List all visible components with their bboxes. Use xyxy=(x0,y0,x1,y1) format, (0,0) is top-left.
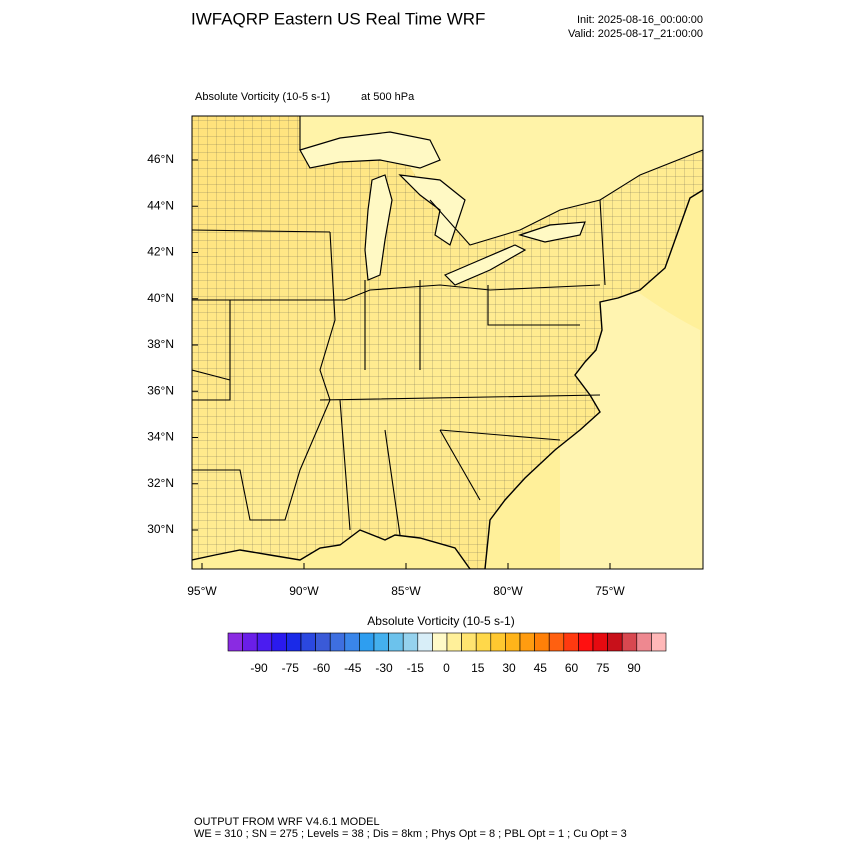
colorbar-box xyxy=(446,632,462,652)
colorbar-label: 60 xyxy=(565,661,579,675)
footer-line: OUTPUT FROM WRF V4.6.1 MODEL xyxy=(194,816,380,828)
colorbar-box xyxy=(432,632,448,652)
colorbar-label: -75 xyxy=(282,661,300,675)
colorbar-box xyxy=(519,632,535,652)
lat-labels: 46°N 44°N 42°N 40°N 38°N 36°N 34°N 32°N 30°N xyxy=(147,152,198,536)
coastline xyxy=(484,189,703,569)
lake-superior xyxy=(299,131,441,169)
colorbar-label: -45 xyxy=(344,661,362,675)
colorbar-label: 90 xyxy=(627,661,641,675)
lat-label: 32°N xyxy=(147,476,174,490)
colorbar-box xyxy=(534,632,550,652)
colorbar-label: 15 xyxy=(471,661,485,675)
colorbar-label: 45 xyxy=(534,661,548,675)
colorbar-box xyxy=(621,632,638,652)
lon-label: 95°W xyxy=(187,584,217,598)
lat-label: 38°N xyxy=(147,337,174,351)
colorbar-box xyxy=(373,632,389,652)
lake-michigan xyxy=(364,174,393,281)
colorbar-box xyxy=(300,632,316,652)
field-level: at 500 hPa xyxy=(361,91,415,103)
colorbar-box xyxy=(490,632,506,652)
lat-label: 36°N xyxy=(147,383,174,397)
lon-label: 80°W xyxy=(493,584,523,598)
colorbar-title: Absolute Vorticity (10-5 s-1) xyxy=(367,614,514,628)
valid-time: Valid: 2025-08-17_21:00:00 xyxy=(568,28,703,40)
field-name: Absolute Vorticity (10-5 s-1) xyxy=(195,91,330,103)
colorbar-box xyxy=(315,632,331,652)
colorbar-box xyxy=(417,632,433,652)
lat-label: 46°N xyxy=(147,152,174,166)
colorbar-box xyxy=(505,632,521,652)
colorbar-box xyxy=(271,632,287,652)
lake-erie xyxy=(443,244,527,286)
lat-label: 34°N xyxy=(147,430,174,444)
title: IWFAQRP Eastern US Real Time WRF xyxy=(191,9,485,28)
map-frame xyxy=(191,115,704,570)
colorbar-box xyxy=(344,632,360,652)
lon-label: 75°W xyxy=(595,584,625,598)
colorbar-box xyxy=(475,632,492,652)
colorbar-box xyxy=(256,632,273,652)
colorbar-box xyxy=(592,632,608,652)
border xyxy=(299,116,703,246)
colorbar-label: 30 xyxy=(502,661,516,675)
colorbar-label: -90 xyxy=(250,661,268,675)
colorbar-box xyxy=(359,632,375,652)
colorbar-box xyxy=(227,632,243,652)
colorbar-box xyxy=(461,632,477,652)
colorbar-label: -15 xyxy=(407,661,425,675)
colorbar-box xyxy=(402,632,419,652)
colorbar-label: 0 xyxy=(443,661,450,675)
lake-huron xyxy=(398,174,466,246)
colorbar-box xyxy=(242,632,258,652)
lon-label: 85°W xyxy=(391,584,421,598)
colorbar-label: -30 xyxy=(375,661,393,675)
lake-ontario xyxy=(517,221,586,243)
colorbar-box xyxy=(607,632,623,652)
colorbar-box xyxy=(388,632,404,652)
colorbar-label: 75 xyxy=(596,661,610,675)
colorbar-box xyxy=(548,632,565,652)
colorbar-box xyxy=(578,632,594,652)
lat-label: 40°N xyxy=(147,291,174,305)
lat-label: 30°N xyxy=(147,522,174,536)
map xyxy=(192,116,703,569)
colorbar-box xyxy=(286,632,302,652)
lat-label: 44°N xyxy=(147,198,174,212)
lon-labels: 95°W 90°W 85°W 80°W 75°W xyxy=(187,563,625,598)
colorbar-box xyxy=(329,632,346,652)
lon-label: 90°W xyxy=(289,584,319,598)
colorbar-box xyxy=(563,632,579,652)
state-lines xyxy=(192,199,606,536)
colorbar-box xyxy=(651,632,667,652)
gulf-coast xyxy=(192,529,471,569)
colorbar-box xyxy=(636,632,652,652)
colorbar-label: -60 xyxy=(313,661,331,675)
colorbar: -90 -75 -60 -45 -30 -15 0 15 30 45 60 75 90 xyxy=(227,632,667,675)
lat-label: 42°N xyxy=(147,245,174,259)
init-time: Init: 2025-08-16_00:00:00 xyxy=(577,14,703,26)
footer-line: WE = 310 ; SN = 275 ; Levels = 38 ; Dis … xyxy=(194,828,627,840)
